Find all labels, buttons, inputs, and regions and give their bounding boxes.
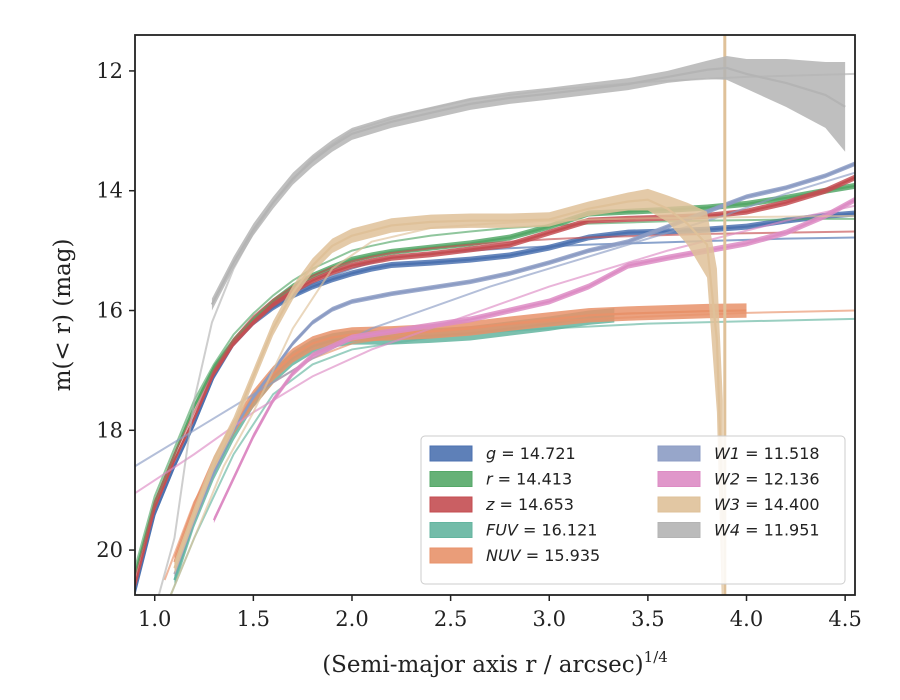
legend-swatch — [429, 471, 473, 487]
legend-label: z = 14.653 — [485, 495, 574, 514]
series-w2-profile — [212, 198, 855, 521]
series-w1-model-line — [135, 171, 855, 468]
legend-label: W2 = 12.136 — [714, 470, 820, 489]
axis-ticks: 1.0 1.5 2.0 2.5 3.0 3.5 4.0 4.5 12 14 16 18 20 — [96, 59, 862, 631]
legend-label: g = 14.721 — [486, 444, 576, 463]
y-tick-label: 12 — [96, 59, 123, 83]
legend-swatch — [429, 522, 473, 538]
legend-swatch — [657, 445, 701, 462]
legend-item-nuv: NUV = 15.935 — [429, 546, 600, 565]
legend-frame — [420, 435, 846, 585]
legend-swatch — [429, 496, 473, 513]
legend-item-r: r = 14.413 — [429, 470, 572, 489]
legend-label: W3 = 14.400 — [714, 495, 820, 514]
x-tick-label: 3.5 — [631, 607, 664, 631]
x-tick-label: 1.0 — [138, 607, 171, 631]
legend-label: NUV = 15.935 — [486, 546, 600, 565]
series-w4-profile — [210, 66, 846, 306]
series-w3-model-line — [169, 214, 855, 595]
x-tick-label: 2.5 — [434, 607, 467, 631]
legend-item-g: g = 14.721 — [429, 444, 576, 463]
legend-swatch — [657, 496, 701, 513]
x-axis-label-exponent: 1/4 — [644, 648, 668, 666]
x-tick-label: 4.5 — [828, 607, 861, 631]
legend-item-w4: W4 = 11.951 — [657, 521, 820, 540]
x-tick-label: 2.0 — [335, 607, 368, 631]
legend-item-w3: W3 = 14.400 — [657, 495, 820, 514]
legend-swatch — [657, 471, 701, 487]
series-w1-profile — [173, 162, 855, 575]
y-axis-label: m(< r) (mag) — [50, 239, 76, 392]
series-r-profile — [135, 184, 855, 575]
legend-item-fuv: FUV = 16.121 — [429, 521, 597, 540]
y-tick-label: 16 — [96, 299, 123, 323]
legend-swatch — [429, 547, 473, 564]
legend-label: W4 = 11.951 — [714, 521, 820, 540]
x-tick-label: 1.5 — [237, 607, 270, 631]
series-w1 — [135, 161, 855, 577]
series-w3-profile — [173, 198, 724, 569]
legend-label: r = 14.413 — [486, 470, 572, 489]
y-tick-label: 18 — [96, 418, 123, 442]
plot-frame — [134, 34, 856, 596]
legend-item-z: z = 14.653 — [429, 495, 574, 514]
y-tick-label: 20 — [96, 538, 123, 562]
series-fuv-model-line — [169, 317, 855, 595]
series-w4 — [157, 55, 855, 595]
series-w2-band — [213, 196, 855, 524]
legend: g = 14.721 r = 14.413 z = 14.653 FUV = 16.1… — [420, 435, 846, 585]
legend-item-w1: W1 = 11.518 — [657, 444, 820, 463]
series-z-band — [135, 174, 855, 590]
legend-label: W1 = 11.518 — [714, 444, 820, 463]
x-axis-label: (Semi-major axis r / arcsec)1/4 — [322, 648, 668, 678]
legend-swatch — [429, 445, 473, 462]
legend-swatch — [657, 522, 701, 538]
x-tick-label: 4.0 — [730, 607, 763, 631]
legend-label: FUV = 16.121 — [486, 521, 597, 540]
legend-item-w2: W2 = 12.136 — [657, 470, 820, 489]
y-tick-label: 14 — [96, 179, 123, 203]
x-tick-label: 3.0 — [533, 607, 566, 631]
